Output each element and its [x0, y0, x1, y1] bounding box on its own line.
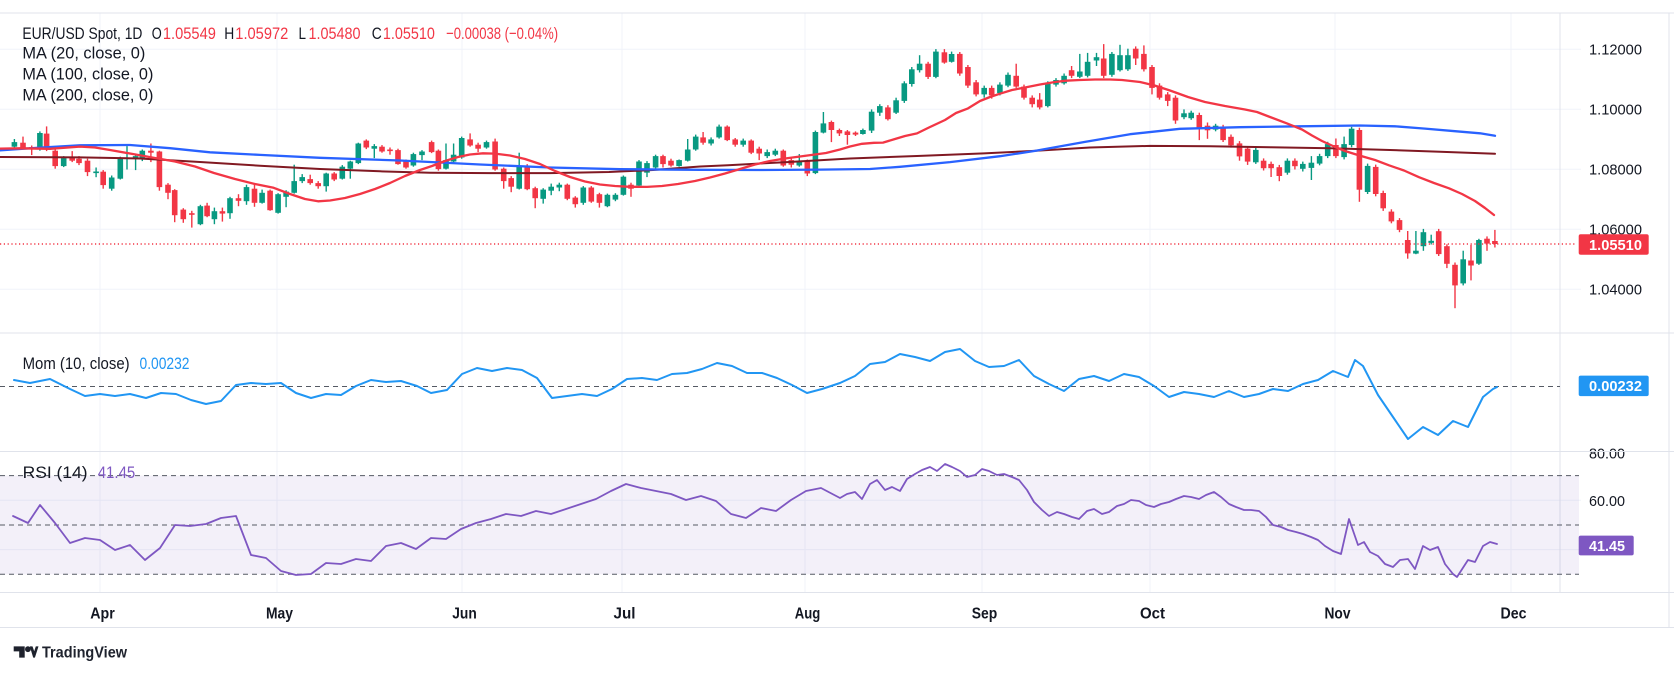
- svg-text:Aug: Aug: [795, 606, 821, 623]
- svg-text:L: L: [299, 24, 307, 43]
- svg-text:1.05549: 1.05549: [163, 24, 216, 43]
- svg-text:Jul: Jul: [614, 606, 636, 623]
- svg-text:1.04000: 1.04000: [1589, 282, 1642, 299]
- svg-text:Sep: Sep: [972, 606, 998, 623]
- svg-text:Jun: Jun: [452, 606, 477, 623]
- svg-text:C: C: [372, 24, 382, 43]
- svg-text:60.00: 60.00: [1589, 493, 1625, 510]
- svg-text:1.08000: 1.08000: [1589, 162, 1642, 179]
- svg-text:Nov: Nov: [1325, 606, 1351, 623]
- svg-text:Apr: Apr: [90, 606, 115, 623]
- svg-text:1.05510: 1.05510: [1589, 237, 1642, 254]
- svg-text:RSI (14): RSI (14): [23, 463, 88, 482]
- svg-text:H: H: [224, 24, 234, 43]
- svg-text:80.00: 80.00: [1589, 445, 1625, 462]
- svg-text:1.05510: 1.05510: [383, 24, 435, 43]
- svg-text:Dec: Dec: [1501, 606, 1527, 623]
- svg-text:41.45: 41.45: [1589, 538, 1625, 555]
- svg-text:TradingView: TradingView: [42, 645, 128, 662]
- svg-text:MA (200, close, 0): MA (200, close, 0): [22, 86, 153, 105]
- svg-text:1.05972: 1.05972: [235, 24, 288, 43]
- svg-text:1.05480: 1.05480: [309, 24, 361, 43]
- svg-text:1.12000: 1.12000: [1589, 42, 1642, 59]
- svg-text:May: May: [266, 606, 293, 623]
- svg-text:EUR/USD Spot, 1D: EUR/USD Spot, 1D: [22, 24, 142, 43]
- svg-text:MA (100, close, 0): MA (100, close, 0): [22, 65, 153, 84]
- svg-text:41.45: 41.45: [98, 463, 136, 482]
- svg-text:0.00232: 0.00232: [140, 354, 190, 373]
- svg-text:Mom (10, close): Mom (10, close): [23, 354, 130, 373]
- svg-text:−0.00038 (−0.04%): −0.00038 (−0.04%): [446, 24, 558, 43]
- svg-text:MA (20, close, 0): MA (20, close, 0): [22, 44, 145, 63]
- svg-text:O: O: [152, 24, 162, 43]
- svg-text:0.00232: 0.00232: [1589, 378, 1642, 395]
- svg-text:Oct: Oct: [1140, 606, 1166, 623]
- svg-text:1.10000: 1.10000: [1589, 102, 1642, 119]
